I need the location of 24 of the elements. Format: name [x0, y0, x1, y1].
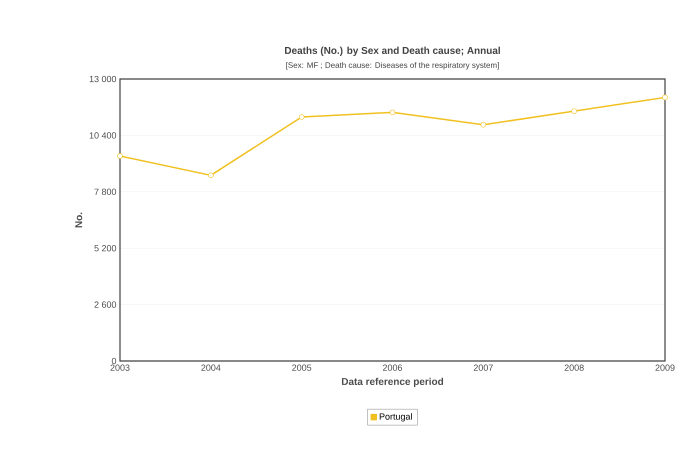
y-tick-label: 13 000	[90, 76, 116, 82]
x-tick-label: 2006	[382, 364, 402, 371]
y-tick-label: 5 200	[94, 245, 116, 252]
x-tick-label: 2009	[655, 364, 675, 371]
chart-title: Deaths (No.) by Sex and Death cause; Annual	[285, 46, 500, 56]
point	[571, 108, 577, 114]
y-tick-label: 7 800	[94, 188, 116, 195]
x-tick-label: 2008	[564, 364, 584, 371]
x-tick-label: 2005	[292, 364, 312, 371]
x-tick-label: 2007	[474, 364, 493, 371]
y-tick-label: 10 400	[90, 132, 116, 139]
legend-label: Portugal	[380, 413, 412, 422]
point	[298, 114, 304, 120]
point	[480, 122, 486, 128]
x-tick-label: 2003	[110, 364, 130, 371]
point	[117, 153, 123, 159]
y-tick-label: 2 600	[94, 301, 116, 308]
point	[390, 110, 396, 116]
x-tick-label: 2004	[201, 364, 221, 371]
point	[662, 94, 668, 100]
point	[208, 172, 214, 178]
y-tick-label: 0	[112, 358, 116, 364]
x-axis-title: Data reference period	[342, 378, 444, 387]
y-axis-title: No.	[75, 212, 82, 228]
